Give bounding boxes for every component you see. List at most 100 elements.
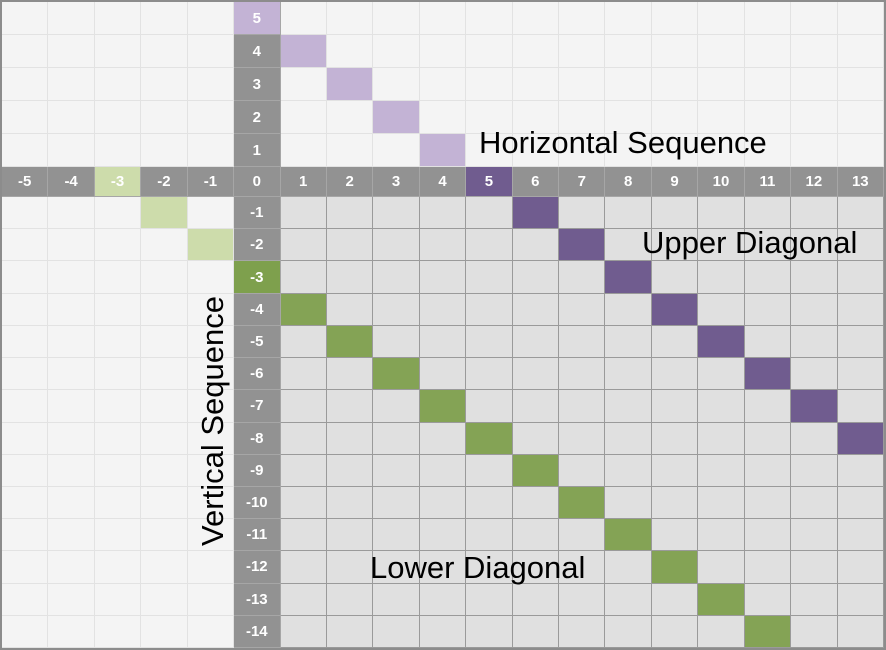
row-header--12: -12 — [234, 551, 281, 584]
row-header-3: 3 — [234, 68, 281, 101]
cell-2--14 — [326, 615, 374, 648]
cell-11--3 — [744, 261, 792, 294]
cell-1-3 — [280, 68, 327, 101]
cell-5-3 — [466, 68, 513, 101]
cell--2-3 — [141, 68, 188, 101]
row-header--11: -11 — [234, 519, 281, 552]
cell--5--6 — [2, 358, 49, 391]
row-header-4: 4 — [234, 35, 281, 68]
cell-12--3 — [791, 261, 838, 294]
cell-4--6 — [419, 358, 467, 391]
cell-1--7 — [280, 390, 327, 423]
cell-8-5 — [605, 2, 652, 35]
cell--4--5 — [48, 325, 95, 359]
cell-11--13 — [744, 583, 792, 616]
cell-12--12 — [791, 551, 838, 584]
cell-8--1 — [605, 197, 652, 230]
cell-10--4 — [698, 293, 745, 326]
cell-2-4 — [326, 35, 374, 68]
cell--2-5 — [141, 2, 188, 35]
cell-5--13 — [466, 583, 513, 616]
cell-10--8 — [698, 422, 745, 455]
cell--1-1 — [187, 134, 235, 167]
cell--4--4 — [48, 293, 95, 326]
cell-9--2 — [651, 229, 699, 262]
cell-9--12 — [651, 551, 699, 584]
cell-11--12 — [744, 551, 792, 584]
row-header--8: -8 — [234, 422, 281, 455]
cell-11--8 — [744, 422, 792, 455]
cell-13--7 — [837, 390, 884, 423]
cell-12--10 — [791, 486, 838, 520]
cell-11-2 — [744, 101, 792, 134]
cell--5--1 — [2, 197, 49, 230]
cell--3-2 — [94, 101, 142, 134]
cell-4--3 — [419, 261, 467, 294]
cell--3--7 — [94, 390, 142, 423]
cell-2-3 — [326, 68, 374, 101]
cell-6--14 — [512, 615, 560, 648]
cell--5--7 — [2, 390, 49, 423]
cell-10--13 — [698, 583, 745, 616]
cell--1--13 — [187, 583, 235, 616]
cell-13-1 — [837, 134, 884, 167]
col-header-8: 8 — [605, 167, 652, 197]
cell--5--8 — [2, 422, 49, 455]
cell-3-1 — [373, 134, 420, 167]
cell--3-1 — [94, 134, 142, 167]
cell-9--13 — [651, 583, 699, 616]
row-header--9: -9 — [234, 454, 281, 487]
row-header--6: -6 — [234, 358, 281, 391]
cell--4-3 — [48, 68, 95, 101]
cell-1--9 — [280, 454, 327, 487]
cell-5-2 — [466, 101, 513, 134]
cell-11--5 — [744, 325, 792, 359]
cell--3-4 — [94, 35, 142, 68]
cell-13--1 — [837, 197, 884, 230]
cell--3--14 — [94, 615, 142, 648]
cell--5--11 — [2, 519, 49, 552]
cell-8--6 — [605, 358, 652, 391]
cell--5--14 — [2, 615, 49, 648]
cell-7--1 — [559, 197, 606, 230]
cell-10-5 — [698, 2, 745, 35]
cell-1-1 — [280, 134, 327, 167]
cell--5-2 — [2, 101, 49, 134]
cell--4--14 — [48, 615, 95, 648]
cell-5--11 — [466, 519, 513, 552]
cell-1--11 — [280, 519, 327, 552]
cell-6--7 — [512, 390, 560, 423]
col-header-6: 6 — [512, 167, 560, 197]
cell-5--14 — [466, 615, 513, 648]
cell-3--9 — [373, 454, 420, 487]
cell--5--13 — [2, 583, 49, 616]
cell-13--10 — [837, 486, 884, 520]
col-header-9: 9 — [651, 167, 699, 197]
cell-2--3 — [326, 261, 374, 294]
cell--3--2 — [94, 229, 142, 262]
cell-1--2 — [280, 229, 327, 262]
cell-1--13 — [280, 583, 327, 616]
cell-5--4 — [466, 293, 513, 326]
cell-6--13 — [512, 583, 560, 616]
cell-4--9 — [419, 454, 467, 487]
cell--4-2 — [48, 101, 95, 134]
cell-4--2 — [419, 229, 467, 262]
cell-9-5 — [651, 2, 699, 35]
cell-10--9 — [698, 454, 745, 487]
cell-10-4 — [698, 35, 745, 68]
cell--5--5 — [2, 325, 49, 359]
cell-8--11 — [605, 519, 652, 552]
cell-12--8 — [791, 422, 838, 455]
cell-13-4 — [837, 35, 884, 68]
cell-6-1 — [512, 134, 560, 167]
cell-3-3 — [373, 68, 420, 101]
cell-7--11 — [559, 519, 606, 552]
row-header--4: -4 — [234, 293, 281, 326]
cell-9--8 — [651, 422, 699, 455]
cell--3--12 — [94, 551, 142, 584]
cell-1--8 — [280, 422, 327, 455]
cell-10--11 — [698, 519, 745, 552]
row-header-2: 2 — [234, 101, 281, 134]
